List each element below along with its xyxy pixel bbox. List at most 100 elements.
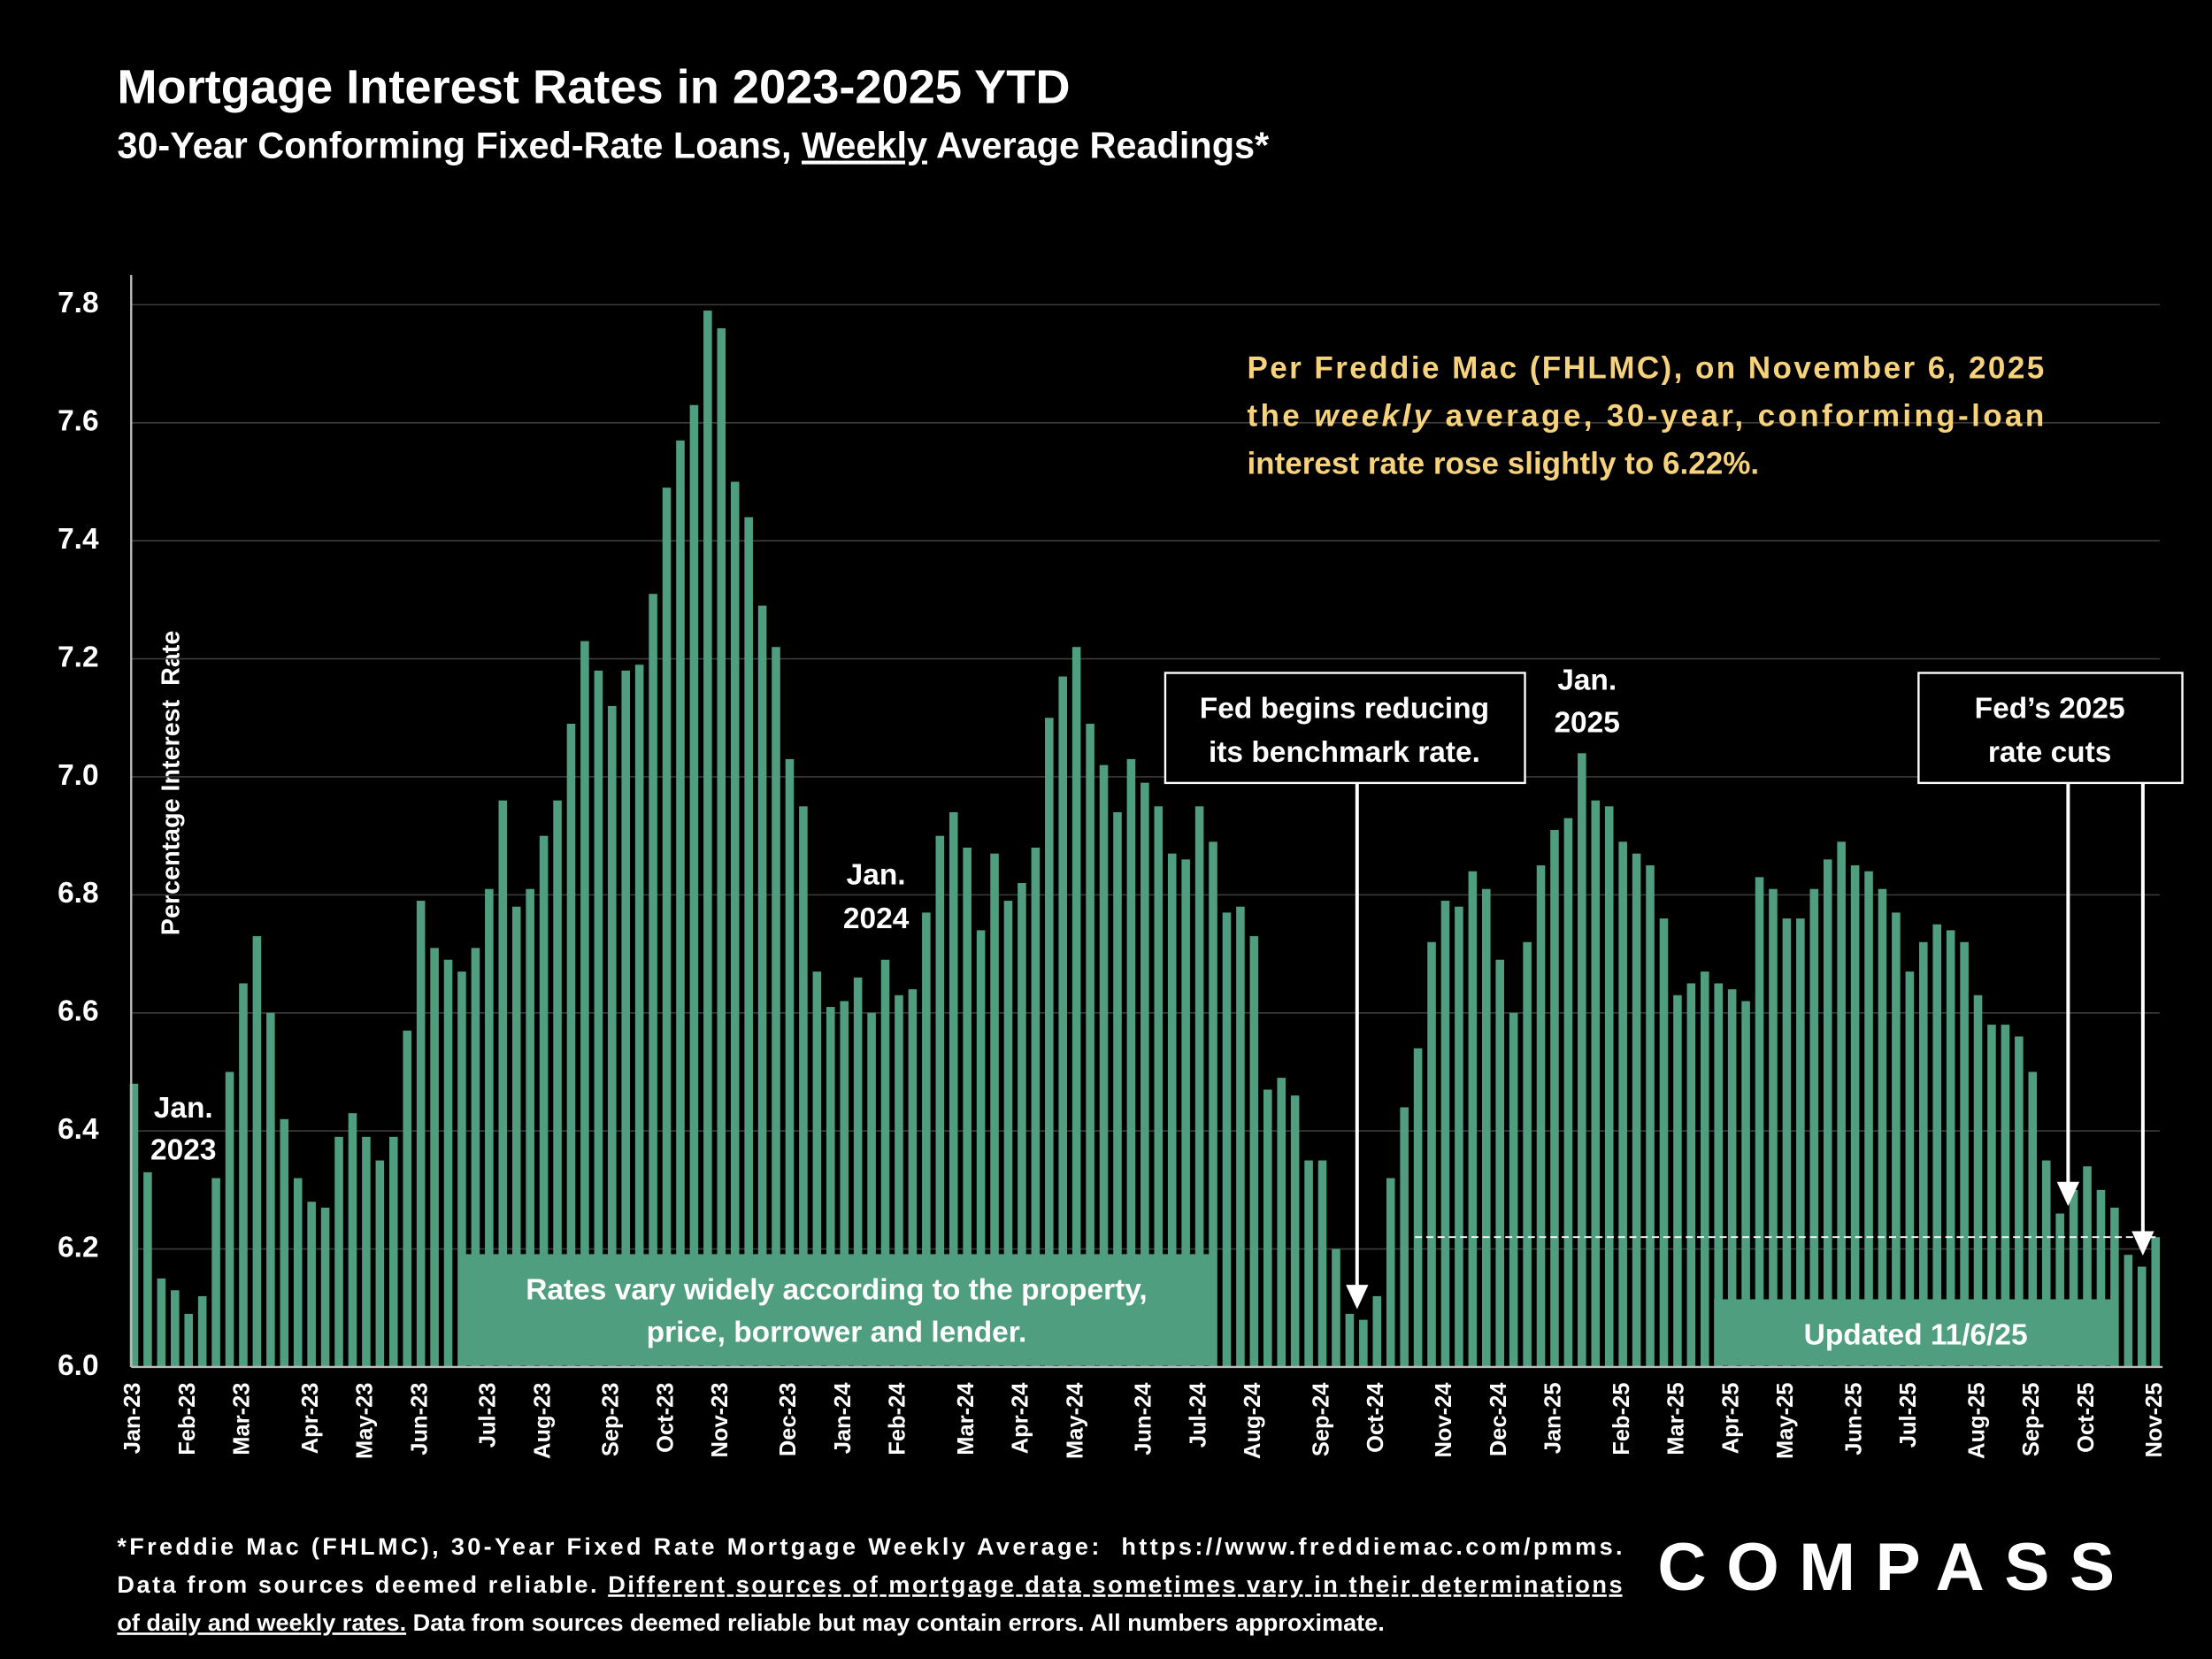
- x-tick-label: Feb-24: [886, 1382, 910, 1455]
- bar: [867, 1012, 876, 1367]
- bar: [689, 404, 699, 1367]
- bar: [1823, 859, 1832, 1367]
- text-segment: weekly: [1314, 399, 1432, 434]
- bar: [1673, 995, 1682, 1367]
- bar: [2096, 1189, 2106, 1367]
- bar: [1481, 888, 1491, 1367]
- bar: [2028, 1071, 2038, 1367]
- bar: [772, 647, 780, 1367]
- bar: [649, 594, 657, 1367]
- footnote-line: of daily and weekly rates. Data from sou…: [117, 1609, 1384, 1636]
- bar: [2069, 1189, 2078, 1367]
- rates-vary-text: price, borrower and lender.: [647, 1316, 1027, 1348]
- bar: [1058, 676, 1068, 1367]
- bar: [1071, 647, 1081, 1367]
- bar: [184, 1313, 194, 1367]
- bar: [526, 888, 534, 1367]
- bar: [1099, 764, 1109, 1367]
- bar: [1440, 901, 1450, 1367]
- x-tick-label: Oct-24: [1363, 1382, 1388, 1453]
- x-tick-label: Mar-25: [1664, 1383, 1689, 1455]
- bar: [239, 983, 248, 1367]
- bar: [143, 1171, 152, 1367]
- bar: [498, 800, 508, 1367]
- x-tick-label: May-25: [1773, 1383, 1798, 1459]
- fed-begins-text: its benchmark rate.: [1209, 736, 1480, 769]
- grid: 6.0 6.2 6.4 6.6 6.8 7.0 7.2 7.4 7.6 7.8: [58, 287, 2161, 1382]
- bar: [307, 1202, 316, 1367]
- chart-subtitle: 30-Year Conforming Fixed-Rate Loans, Wee…: [117, 125, 1270, 166]
- bar: [1563, 818, 1573, 1367]
- text-segment: interest rate rose slightly to 6.22%.: [1247, 447, 1759, 481]
- bar: [511, 906, 521, 1367]
- fed-begins-text: Fed begins reducing: [1200, 693, 1489, 726]
- bar: [1782, 918, 1792, 1367]
- x-tick-label: Jan-24: [831, 1382, 856, 1455]
- arrow-head: [2131, 1231, 2154, 1256]
- text-segment: Data from sources deemed reliable.: [117, 1571, 605, 1598]
- bar: [1700, 972, 1709, 1367]
- bar: [1194, 806, 1204, 1367]
- bar: [621, 670, 631, 1367]
- text-segment: average, 30-year, conforming-loan: [1433, 399, 2044, 434]
- bar: [717, 328, 726, 1367]
- bar: [1578, 753, 1586, 1367]
- bar: [1769, 888, 1778, 1367]
- bar: [2041, 1160, 2051, 1367]
- text-segment: 30-Year Conforming Fixed-Rate Loans,: [117, 125, 802, 166]
- bar: [2110, 1207, 2119, 1367]
- x-tick-label: Oct-23: [653, 1383, 678, 1453]
- bar: [485, 888, 494, 1367]
- bar: [280, 1118, 289, 1367]
- bar: [1372, 1295, 1382, 1367]
- x-tick-label: Sep-23: [599, 1383, 624, 1457]
- fed-cuts-box: [1917, 672, 2184, 785]
- bar: [1249, 936, 1259, 1367]
- bar: [963, 848, 972, 1367]
- bar: [1345, 1313, 1355, 1367]
- bar: [799, 806, 808, 1367]
- x-tick-label: Dec-24: [1486, 1382, 1511, 1456]
- bar: [416, 901, 426, 1367]
- bar: [1796, 918, 1805, 1367]
- y-tick-label: 7.2: [58, 641, 99, 673]
- x-tick-label: Sep-24: [1309, 1382, 1333, 1456]
- y-tick-label: 6.0: [58, 1349, 99, 1382]
- year-label: 2025: [1554, 706, 1619, 739]
- x-tick-label: Mar-24: [954, 1382, 979, 1455]
- footnote-line: Data from sources deemed reliable. Diffe…: [117, 1571, 1622, 1598]
- bar: [812, 972, 822, 1367]
- bar: [362, 1136, 371, 1367]
- rates-vary-text: Rates vary widely according to the prope…: [526, 1273, 1147, 1306]
- bar: [2151, 1237, 2161, 1367]
- bar: [197, 1295, 207, 1367]
- bar: [580, 641, 589, 1367]
- bar: [225, 1071, 234, 1367]
- updated-box: [1714, 1299, 2116, 1366]
- bar: [157, 1278, 166, 1367]
- bar: [976, 930, 986, 1367]
- bar: [1850, 865, 1860, 1367]
- bar: [1604, 806, 1614, 1367]
- bar: [1905, 972, 1915, 1367]
- bar: [403, 1030, 412, 1367]
- arrow-head: [2056, 1181, 2080, 1207]
- bar: [853, 977, 863, 1367]
- bar: [566, 723, 576, 1367]
- x-tick-label: Dec-23: [776, 1383, 801, 1457]
- bar: [211, 1178, 220, 1367]
- x-tick-label: Nov-23: [708, 1383, 733, 1458]
- bar: [1044, 718, 1054, 1367]
- bar: [1714, 983, 1724, 1367]
- bar: [430, 948, 439, 1367]
- bar: [2124, 1255, 2133, 1367]
- x-tick-label: Apr-23: [298, 1383, 323, 1455]
- bar: [2083, 1166, 2092, 1367]
- bar: [266, 1012, 275, 1367]
- x-tick-label: Nov-24: [1432, 1382, 1456, 1458]
- year-label: Jan.: [1557, 664, 1617, 697]
- bar: [594, 670, 603, 1367]
- x-tick-label: Apr-24: [1009, 1382, 1033, 1455]
- bar: [1618, 841, 1627, 1367]
